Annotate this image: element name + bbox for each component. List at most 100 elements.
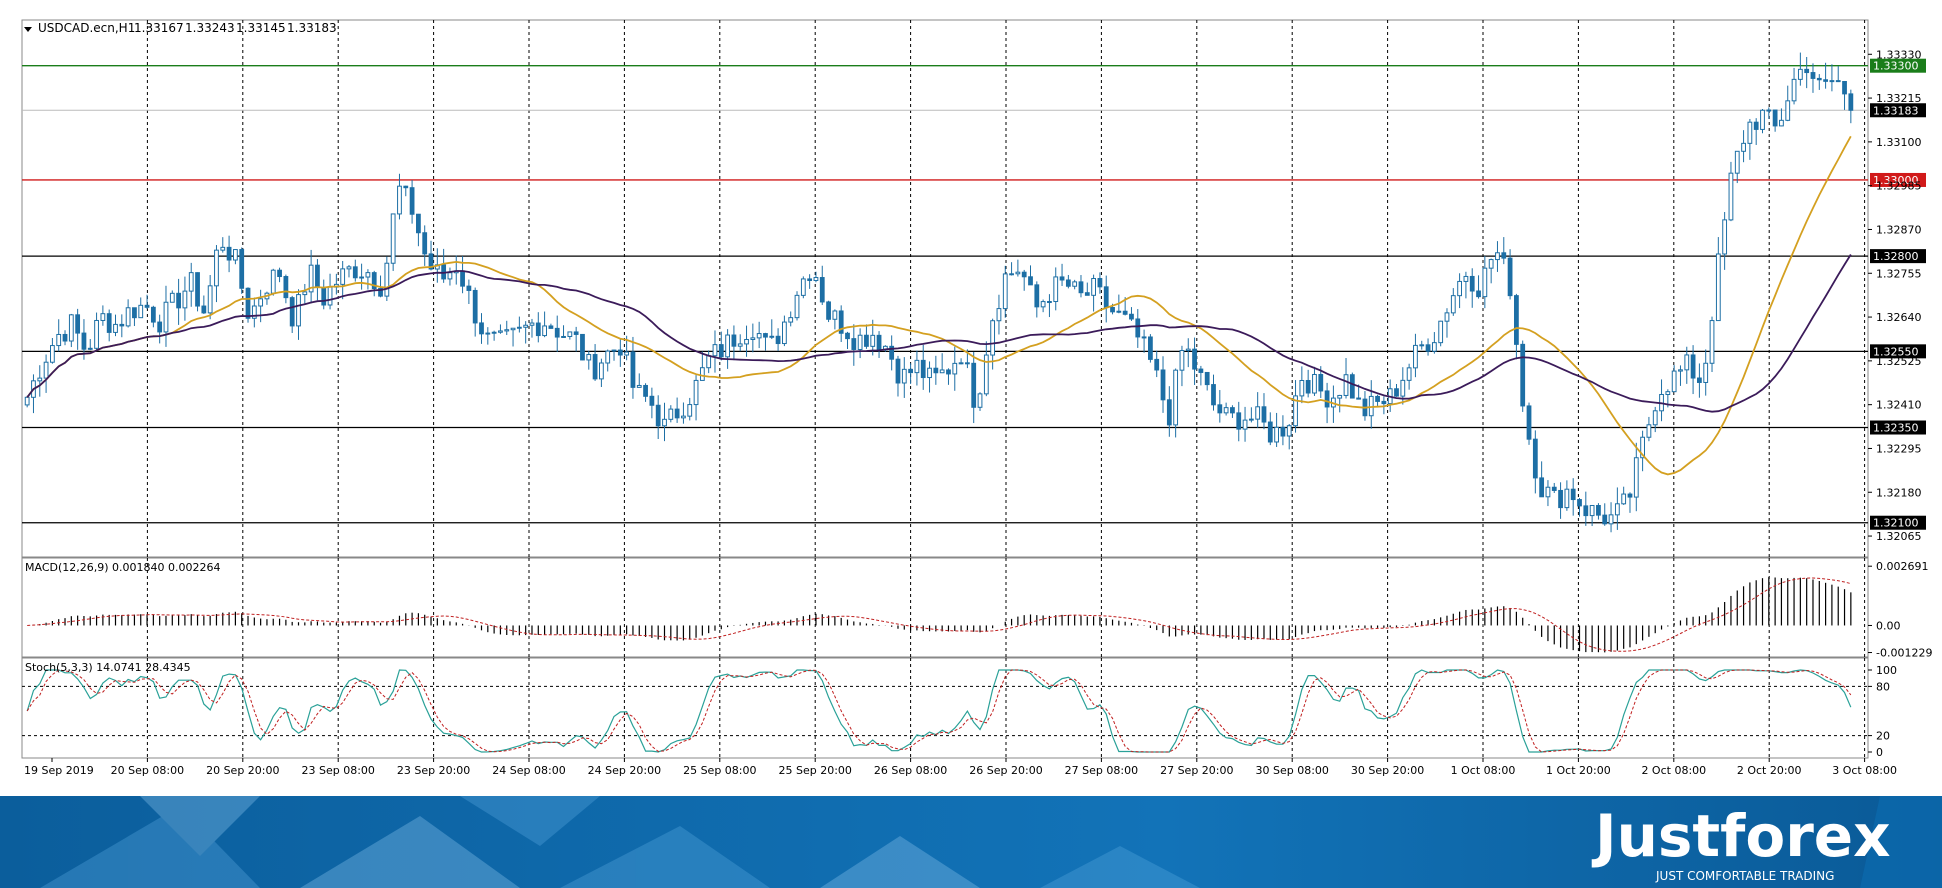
candle-body: [1040, 301, 1046, 308]
candle-body: [214, 249, 219, 287]
candle-body: [233, 249, 238, 261]
symbol-name: USDCAD.ecn,H1: [38, 21, 135, 35]
candle-body: [775, 335, 781, 345]
candle-body: [1204, 371, 1210, 386]
candle-body: [1596, 504, 1601, 516]
level-tag: [1870, 344, 1926, 359]
candle-body: [1690, 354, 1696, 379]
collapse-triangle-icon[interactable]: [24, 27, 32, 32]
candle-body: [1185, 348, 1191, 352]
candle-body: [1627, 493, 1633, 498]
candle-body: [1728, 172, 1734, 221]
candle-body: [561, 335, 566, 338]
candle-body: [529, 322, 535, 326]
candle-body: [687, 404, 693, 417]
ma-fast-line: [26, 135, 1852, 476]
stochastic-panel[interactable]: 100 80 20 0 Stoch(5,3,3) 14.0741 28.4345: [21, 657, 1897, 759]
price-tick-label: 1.32640: [1876, 311, 1922, 324]
candle-body: [302, 291, 308, 296]
candle-body: [491, 331, 497, 334]
candle-body: [50, 345, 55, 363]
candle-body: [889, 345, 895, 360]
candle-body: [1829, 80, 1835, 83]
candle-body: [1558, 489, 1563, 509]
candle-body: [1722, 219, 1728, 255]
candle-body: [819, 277, 825, 303]
candle-body: [643, 384, 648, 397]
candle-body: [62, 333, 68, 342]
candle-body: [119, 323, 125, 327]
price-panel[interactable]: 1.33300 1.33000 1.32800 1.32550 1.32350 1.321…: [21, 19, 1926, 558]
candle-body: [144, 304, 150, 308]
candle-body: [498, 330, 503, 333]
candle-body: [1495, 252, 1500, 261]
candle-body: [1425, 344, 1431, 352]
candle-body: [901, 368, 907, 384]
macd-panel[interactable]: 0.002691 0.00 -0.001229 MACD(12,26,9) 0.00…: [21, 557, 1932, 660]
corner-shape: [1860, 796, 1942, 888]
candle-body: [384, 262, 390, 297]
candle-body: [132, 307, 137, 319]
time-label: 27 Sep 08:00: [1065, 764, 1138, 777]
candle-body: [100, 313, 106, 321]
candle-body: [1154, 358, 1160, 371]
time-label: 3 Oct 08:00: [1832, 764, 1897, 777]
candle-body: [895, 358, 901, 384]
candle-body: [599, 362, 604, 380]
candle-body: [1835, 80, 1841, 83]
candle-body: [94, 319, 99, 349]
candle-body: [1671, 370, 1677, 393]
candle-body: [226, 246, 232, 261]
candle-body: [1703, 362, 1709, 383]
candle-body: [1488, 259, 1494, 269]
candle-body: [207, 285, 213, 314]
candle-body: [1053, 276, 1059, 303]
price-tick-label: 1.32295: [1876, 442, 1922, 455]
time-label: 30 Sep 08:00: [1255, 764, 1328, 777]
candle-body: [769, 335, 775, 338]
candle-body: [674, 408, 680, 419]
candle-body: [1312, 373, 1317, 394]
moving-averages: [26, 135, 1852, 476]
candle-body: [965, 362, 970, 365]
candle-body: [371, 272, 377, 290]
candle-body: [1715, 253, 1721, 322]
time-label: 26 Sep 08:00: [874, 764, 947, 777]
candle-body: [1198, 368, 1204, 373]
candle-body: [1753, 121, 1759, 130]
symbol-header[interactable]: USDCAD.ecn,H1 1.33167 1.33243 1.33145 1.…: [24, 21, 337, 35]
candle-body: [927, 367, 932, 379]
price-tick-label: 1.32410: [1876, 399, 1922, 412]
candle-body: [1564, 488, 1570, 509]
stochastic-grid: [22, 658, 1868, 758]
price-axis: 1.33330 1.33215 1.33100 1.32985 1.32870 1.327…: [1868, 48, 1922, 543]
level-tag-label: 1.32550: [1873, 345, 1919, 358]
candle-body: [176, 292, 181, 309]
chart-canvas[interactable]: 1.33300 1.33000 1.32800 1.32550 1.32350 1.321…: [0, 0, 1942, 796]
candle-body: [479, 322, 484, 335]
candle-body: [1785, 100, 1791, 121]
macd-signal-line: [27, 577, 1851, 652]
brand-tagline: JUST COMFORTABLE TRADING: [1655, 869, 1834, 883]
stochastic-tick-label: 0: [1876, 746, 1883, 759]
candle-body: [378, 288, 383, 297]
candle-body: [1640, 436, 1645, 459]
candle-body: [1242, 419, 1248, 430]
candle-body: [699, 367, 705, 381]
time-label: 23 Sep 08:00: [301, 764, 374, 777]
candlesticks: [24, 52, 1854, 533]
candle-body: [668, 408, 674, 420]
candle-body: [681, 415, 686, 419]
candle-body: [504, 329, 510, 332]
ma-slow-line: [26, 254, 1852, 413]
candle-body: [1633, 457, 1639, 498]
candle-body: [397, 185, 402, 215]
candle-body: [1267, 421, 1273, 443]
candle-body: [864, 334, 869, 347]
candle-body: [1646, 424, 1652, 438]
macd-tick-label: 0.002691: [1876, 560, 1929, 573]
candle-body: [1457, 280, 1462, 297]
candle-body: [1261, 406, 1267, 423]
candle-body: [523, 324, 529, 328]
candle-body: [693, 379, 699, 406]
